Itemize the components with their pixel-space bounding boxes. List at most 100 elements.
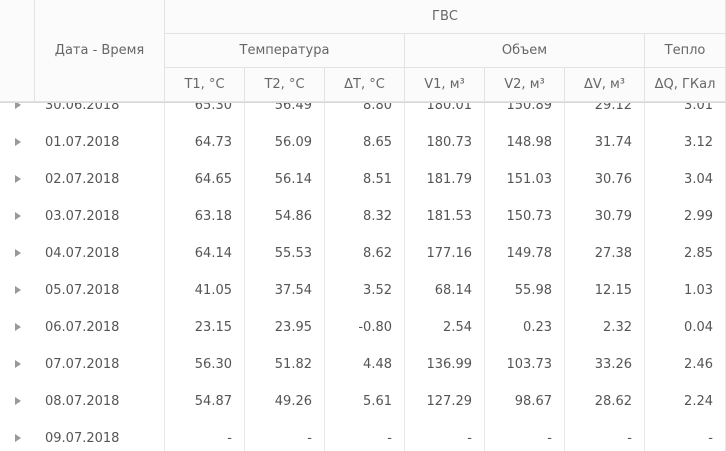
- value-cell: 28.62: [565, 382, 645, 420]
- date-cell: 08.07.2018: [35, 382, 165, 420]
- expand-arrow[interactable]: [0, 383, 35, 420]
- header-blank: [0, 0, 35, 102]
- expand-arrow[interactable]: [0, 124, 35, 161]
- value-cell: 181.53: [405, 197, 485, 235]
- value-cell: 150.73: [485, 197, 565, 235]
- value-cell: -: [405, 419, 485, 451]
- value-cell: 127.29: [405, 382, 485, 420]
- value-cell: 55.98: [485, 271, 565, 309]
- value-cell: 0.23: [485, 308, 565, 346]
- expand-arrow[interactable]: [0, 235, 35, 272]
- column-header[interactable]: T2, °C: [245, 68, 325, 102]
- value-cell: 3.01: [645, 102, 726, 124]
- value-cell: 8.80: [325, 102, 405, 124]
- value-cell: 64.65: [165, 160, 245, 198]
- value-cell: 150.89: [485, 102, 565, 124]
- subgroup-header: Температура: [165, 34, 405, 68]
- table-body: 30.06.2018 65.30 56.49 8.80 180.01 150.89 29.1…: [0, 102, 726, 451]
- value-cell: 51.82: [245, 345, 325, 383]
- expand-arrow[interactable]: [0, 272, 35, 309]
- expand-arrow[interactable]: [0, 346, 35, 383]
- value-cell: -0.80: [325, 308, 405, 346]
- value-cell: 37.54: [245, 271, 325, 309]
- expand-arrow[interactable]: [0, 198, 35, 235]
- value-cell: 56.49: [245, 102, 325, 124]
- value-cell: 4.48: [325, 345, 405, 383]
- expand-arrow[interactable]: [0, 102, 35, 124]
- value-cell: 1.03: [645, 271, 726, 309]
- arrow-icon: [14, 138, 21, 146]
- value-cell: 8.32: [325, 197, 405, 235]
- value-cell: -: [325, 419, 405, 451]
- column-header[interactable]: ΔQ, ГКал: [645, 68, 726, 102]
- value-cell: 54.87: [165, 382, 245, 420]
- subgroup-header: Объем: [405, 34, 645, 68]
- date-cell: 07.07.2018: [35, 345, 165, 383]
- arrow-icon: [14, 175, 21, 183]
- value-cell: 148.98: [485, 123, 565, 161]
- date-cell: 01.07.2018: [35, 123, 165, 161]
- value-cell: 23.95: [245, 308, 325, 346]
- value-cell: 103.73: [485, 345, 565, 383]
- value-cell: 23.15: [165, 308, 245, 346]
- column-header[interactable]: ΔT, °C: [325, 68, 405, 102]
- value-cell: 64.73: [165, 123, 245, 161]
- value-cell: 63.18: [165, 197, 245, 235]
- arrow-icon: [14, 102, 21, 109]
- value-cell: 5.61: [325, 382, 405, 420]
- value-cell: 54.86: [245, 197, 325, 235]
- table-header: Дата - Время ГВС Температура Объем Тепло T1, …: [0, 0, 726, 103]
- value-cell: 41.05: [165, 271, 245, 309]
- arrow-icon: [14, 434, 21, 442]
- date-cell: 06.07.2018: [35, 308, 165, 346]
- value-cell: 64.14: [165, 234, 245, 272]
- value-cell: 12.15: [565, 271, 645, 309]
- value-cell: 2.54: [405, 308, 485, 346]
- value-cell: 27.38: [565, 234, 645, 272]
- arrow-icon: [14, 360, 21, 368]
- column-header[interactable]: ΔV, м³: [565, 68, 645, 102]
- value-cell: 3.04: [645, 160, 726, 198]
- value-cell: 8.65: [325, 123, 405, 161]
- value-cell: 180.01: [405, 102, 485, 124]
- column-header[interactable]: V2, м³: [485, 68, 565, 102]
- arrow-icon: [14, 397, 21, 405]
- value-cell: 29.12: [565, 102, 645, 124]
- date-cell: 03.07.2018: [35, 197, 165, 235]
- date-cell: 09.07.2018: [35, 419, 165, 451]
- column-header[interactable]: V1, м³: [405, 68, 485, 102]
- value-cell: 151.03: [485, 160, 565, 198]
- expand-arrow[interactable]: [0, 420, 35, 451]
- value-cell: 136.99: [405, 345, 485, 383]
- value-cell: 2.99: [645, 197, 726, 235]
- value-cell: 33.26: [565, 345, 645, 383]
- date-cell: 04.07.2018: [35, 234, 165, 272]
- value-cell: 56.09: [245, 123, 325, 161]
- value-cell: 49.26: [245, 382, 325, 420]
- value-cell: 56.14: [245, 160, 325, 198]
- subgroup-header: Тепло: [645, 34, 726, 68]
- arrow-icon: [14, 212, 21, 220]
- value-cell: 3.12: [645, 123, 726, 161]
- value-cell: 8.62: [325, 234, 405, 272]
- value-cell: 68.14: [405, 271, 485, 309]
- date-cell: 02.07.2018: [35, 160, 165, 198]
- expand-arrow[interactable]: [0, 161, 35, 198]
- value-cell: -: [645, 419, 726, 451]
- value-cell: 181.79: [405, 160, 485, 198]
- date-cell: 05.07.2018: [35, 271, 165, 309]
- value-cell: 65.30: [165, 102, 245, 124]
- arrow-icon: [14, 323, 21, 331]
- value-cell: 55.53: [245, 234, 325, 272]
- value-cell: 31.74: [565, 123, 645, 161]
- value-cell: 98.67: [485, 382, 565, 420]
- value-cell: 2.46: [645, 345, 726, 383]
- value-cell: 2.24: [645, 382, 726, 420]
- value-cell: 8.51: [325, 160, 405, 198]
- value-cell: -: [165, 419, 245, 451]
- column-header[interactable]: T1, °C: [165, 68, 245, 102]
- value-cell: -: [565, 419, 645, 451]
- date-header[interactable]: Дата - Время: [35, 0, 165, 102]
- expand-arrow[interactable]: [0, 309, 35, 346]
